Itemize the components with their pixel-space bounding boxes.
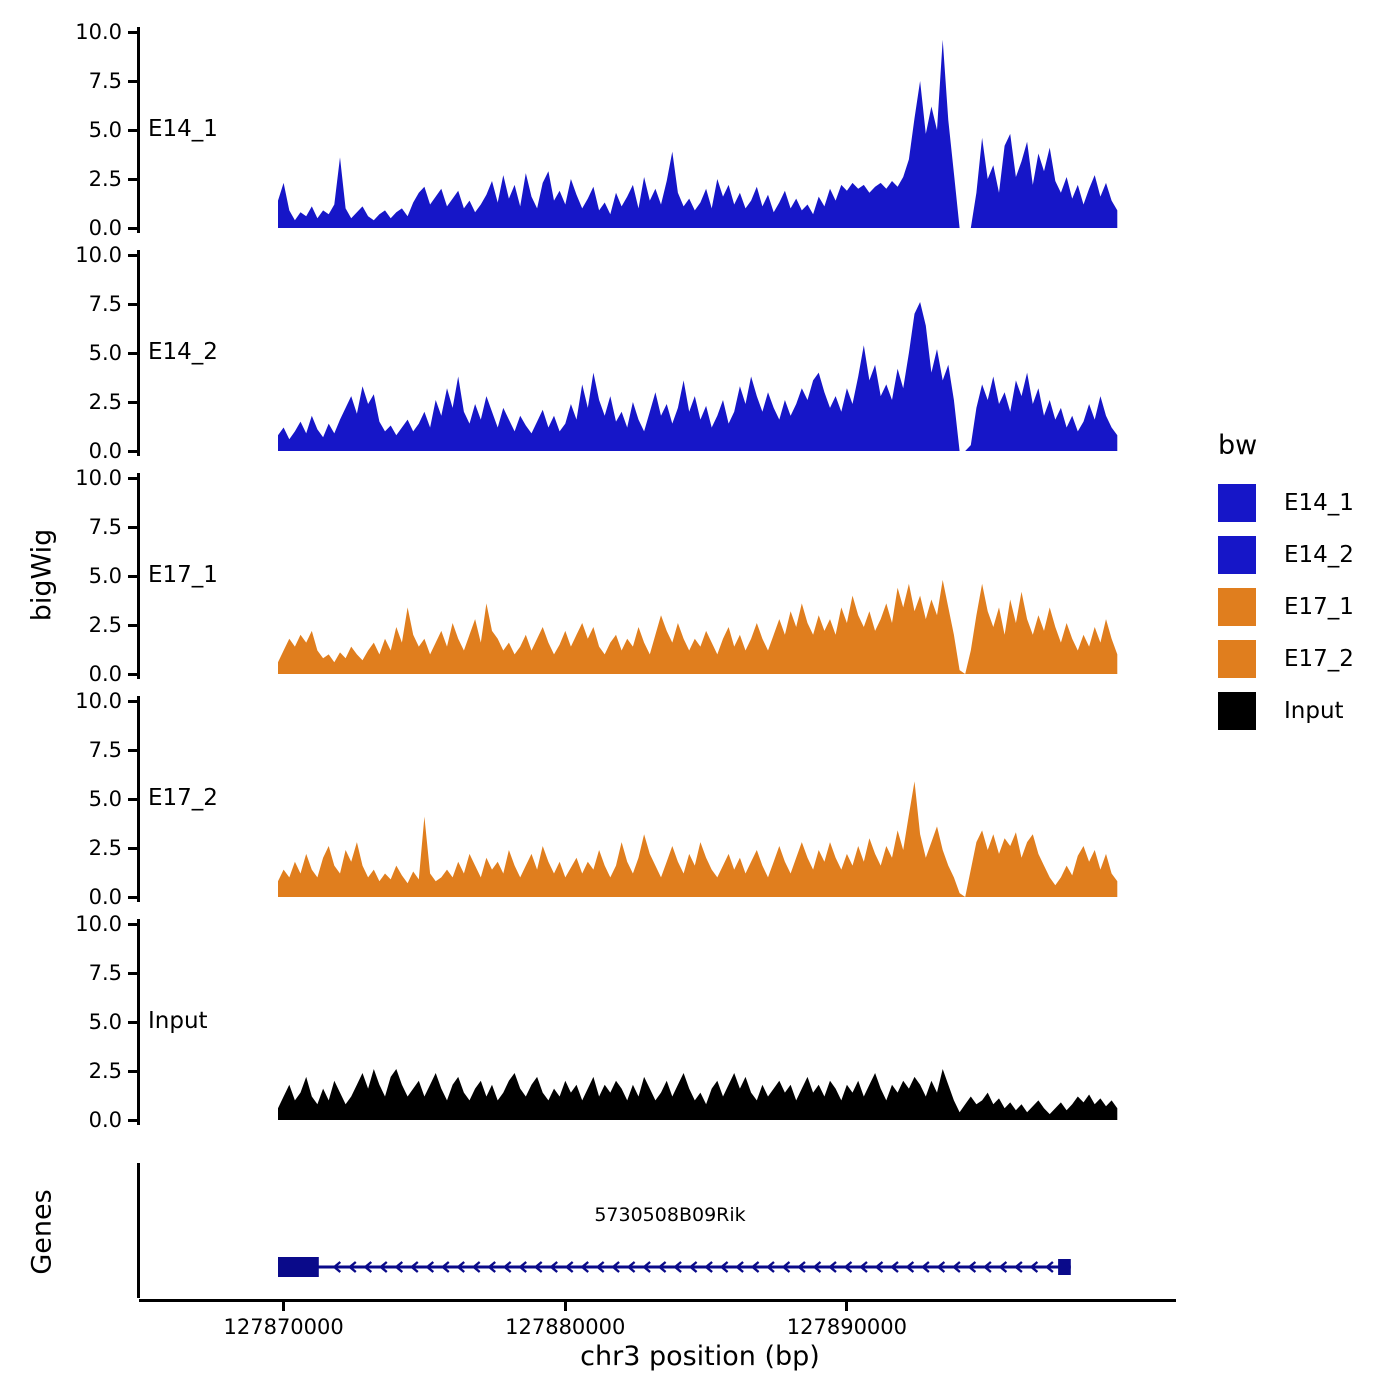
y-tick-label: 0.0 [88,1108,122,1132]
y-tick [128,846,137,850]
x-axis-line [139,1299,1176,1302]
y-axis-line [137,250,140,456]
y-tick [128,253,137,257]
y-tick-label: 10.0 [75,912,122,936]
y-tick [128,128,137,132]
legend-label-Input: Input [1284,698,1344,724]
y-tick-label: 0.0 [88,662,122,686]
y-tick-label: 2.5 [88,1059,122,1083]
gene-exon [278,1257,319,1277]
legend-label-E17_2: E17_2 [1284,646,1354,672]
y-axis-line [137,696,140,902]
y-tick-label: 2.5 [88,613,122,637]
y-tick-label: 10.0 [75,243,122,267]
y-tick-label: 7.5 [88,69,122,93]
legend-title: bw [1218,430,1258,461]
y-tick [128,449,137,453]
y-tick [128,525,137,529]
signal-area [278,781,1118,897]
track-area-E14_2 [278,302,1118,451]
track-area-Input [278,1069,1118,1120]
y-tick [128,797,137,801]
y-tick [128,400,137,404]
legend-label-E14_1: E14_1 [1284,490,1354,516]
y-tick-label: 2.5 [88,836,122,860]
y-tick [128,302,137,306]
y-tick [128,672,137,676]
track-label: E17_2 [148,785,218,811]
y-axis-line [137,473,140,679]
x-tick [282,1302,286,1311]
genes-axis-title: Genes [26,1189,58,1275]
y-tick [128,623,137,627]
track-label: E14_1 [148,116,218,142]
y-tick-label: 5.0 [88,341,122,365]
signal-area [278,579,1118,674]
legend-label-E14_2: E14_2 [1284,542,1354,568]
legend-swatch-E14_1 [1218,484,1256,522]
x-tick-label: 127870000 [223,1315,344,1339]
track-area-E17_1 [278,579,1118,674]
legend-swatch-E17_2 [1218,640,1256,678]
y-tick-label: 5.0 [88,564,122,588]
y-axis-line [137,919,140,1125]
y-tick-label: 0.0 [88,885,122,909]
y-tick-label: 7.5 [88,515,122,539]
y-tick [128,895,137,899]
y-tick-label: 7.5 [88,292,122,316]
y-axis-line [137,27,140,233]
y-tick [128,1020,137,1024]
y-tick [128,922,137,926]
y-tick [128,748,137,752]
x-tick [563,1302,567,1311]
bigwig-axis-title: bigWig [26,528,58,622]
track-label: E17_1 [148,562,218,588]
x-tick-label: 127890000 [786,1315,908,1339]
y-tick [128,699,137,703]
y-tick-label: 10.0 [75,689,122,713]
y-tick-label: 5.0 [88,1010,122,1034]
x-tick-label: 127880000 [505,1315,626,1339]
x-tick [845,1302,849,1311]
track-label: E14_2 [148,339,218,365]
legend-swatch-Input [1218,692,1256,730]
y-tick-label: 2.5 [88,390,122,414]
y-tick [128,574,137,578]
track-area-E14_1 [278,39,1118,228]
signal-area [278,302,1118,451]
signal-area [278,39,1118,228]
y-tick [128,79,137,83]
gene-model [278,1257,1071,1277]
y-tick [128,971,137,975]
legend-swatch-E17_1 [1218,588,1256,626]
legend-label-E17_1: E17_1 [1284,594,1354,620]
y-tick [128,1069,137,1073]
gene-strand-arrows [332,1261,1054,1273]
y-tick [128,476,137,480]
y-tick [128,30,137,34]
track-area-E17_2 [278,781,1118,897]
y-tick [128,177,137,181]
legend-swatch-E14_2 [1218,536,1256,574]
y-tick-label: 5.0 [88,787,122,811]
y-tick [128,1118,137,1122]
y-tick-label: 5.0 [88,118,122,142]
gene-name-label: 5730508B09Rik [594,1204,746,1226]
y-tick-label: 2.5 [88,167,122,191]
y-tick [128,226,137,230]
y-tick-label: 0.0 [88,216,122,240]
signal-area [278,1069,1118,1120]
y-tick-label: 0.0 [88,439,122,463]
gene-exon [1058,1259,1071,1275]
y-tick [128,351,137,355]
y-tick-label: 7.5 [88,738,122,762]
y-tick-label: 7.5 [88,961,122,985]
track-label: Input [148,1008,208,1034]
genes-axis-line [137,1163,140,1298]
y-tick-label: 10.0 [75,466,122,490]
x-axis-title: chr3 position (bp) [580,1341,820,1372]
y-tick-label: 10.0 [75,20,122,44]
